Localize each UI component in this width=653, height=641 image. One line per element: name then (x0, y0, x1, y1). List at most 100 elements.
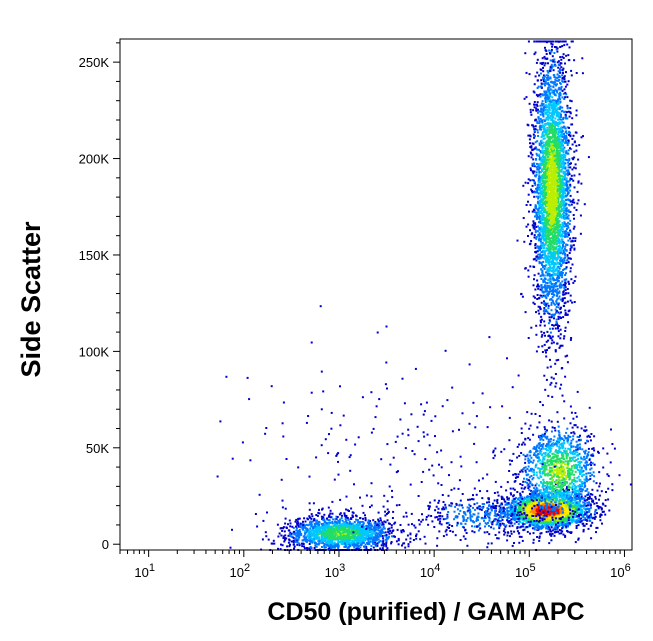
data-point (520, 432, 523, 434)
data-point (534, 510, 537, 513)
data-point (321, 524, 324, 527)
data-point (316, 527, 318, 530)
data-point (537, 505, 540, 508)
data-point (514, 496, 517, 499)
data-point (298, 544, 301, 547)
data-point (296, 538, 299, 541)
data-point (302, 525, 305, 528)
data-point (604, 504, 607, 507)
data-point (563, 520, 566, 523)
data-point (551, 523, 554, 526)
data-point (318, 538, 321, 541)
data-point (339, 518, 342, 521)
data-point (567, 438, 570, 441)
data-point (345, 516, 348, 519)
data-point (336, 543, 339, 546)
data-point (282, 527, 285, 530)
data-point (523, 496, 526, 499)
data-point (325, 537, 328, 540)
data-point (335, 515, 338, 518)
data-point (553, 509, 556, 511)
data-point (535, 511, 538, 514)
data-point (296, 543, 299, 546)
data-point (569, 405, 572, 408)
data-point (306, 527, 309, 530)
data-point (553, 494, 556, 497)
data-point (368, 543, 371, 546)
data-point (600, 514, 603, 516)
data-point (558, 496, 561, 499)
data-point (377, 511, 380, 514)
data-point (516, 527, 519, 530)
data-point (317, 536, 320, 539)
data-point (538, 496, 541, 499)
data-point (576, 426, 579, 429)
data-point (567, 469, 570, 472)
data-point (360, 541, 363, 544)
data-point (365, 531, 368, 534)
data-point (297, 524, 300, 527)
data-point (353, 527, 356, 530)
data-point (504, 531, 507, 534)
data-point (584, 495, 587, 498)
data-point (362, 541, 365, 544)
data-point (529, 494, 532, 497)
data-point (501, 511, 504, 514)
data-point (382, 525, 385, 528)
data-point (537, 522, 540, 525)
data-point (528, 427, 531, 430)
data-point (557, 500, 560, 503)
data-point (563, 518, 566, 521)
data-point (345, 539, 348, 542)
data-point (509, 492, 512, 495)
data-point (332, 527, 335, 530)
data-point (585, 489, 588, 492)
data-point (506, 513, 508, 516)
data-point (573, 516, 576, 519)
data-point (306, 524, 309, 527)
data-point (372, 536, 375, 539)
data-point (271, 542, 274, 545)
data-point (524, 466, 527, 469)
data-point (550, 496, 553, 499)
data-point (298, 542, 301, 545)
data-point (532, 476, 535, 479)
data-point (541, 454, 544, 457)
data-point (581, 508, 584, 511)
data-point (342, 522, 345, 525)
data-point (540, 512, 543, 515)
data-point (572, 508, 575, 511)
data-point (575, 504, 577, 507)
data-point (544, 481, 546, 484)
data-point (380, 524, 383, 526)
data-point (575, 512, 578, 515)
data-point (516, 476, 519, 478)
data-point (569, 458, 572, 461)
data-point (573, 456, 576, 459)
data-point (569, 460, 572, 463)
data-point (537, 501, 540, 504)
data-point (555, 449, 557, 452)
data-point (539, 438, 542, 441)
data-point (565, 508, 568, 511)
data-point (584, 518, 587, 521)
data-point (323, 525, 326, 528)
data-point (561, 487, 564, 489)
data-point (369, 522, 372, 525)
data-point (555, 511, 558, 514)
data-point (533, 494, 536, 497)
data-point (504, 515, 507, 518)
data-point (530, 518, 533, 521)
data-point (361, 532, 364, 534)
data-point (385, 545, 388, 548)
data-point (554, 514, 557, 517)
data-point (577, 504, 580, 507)
data-point (506, 519, 509, 522)
data-point (538, 421, 541, 424)
data-point (557, 450, 560, 452)
data-point (549, 521, 552, 524)
data-point (388, 532, 391, 535)
data-point (562, 457, 565, 460)
data-point (568, 522, 571, 525)
data-point (527, 510, 530, 513)
